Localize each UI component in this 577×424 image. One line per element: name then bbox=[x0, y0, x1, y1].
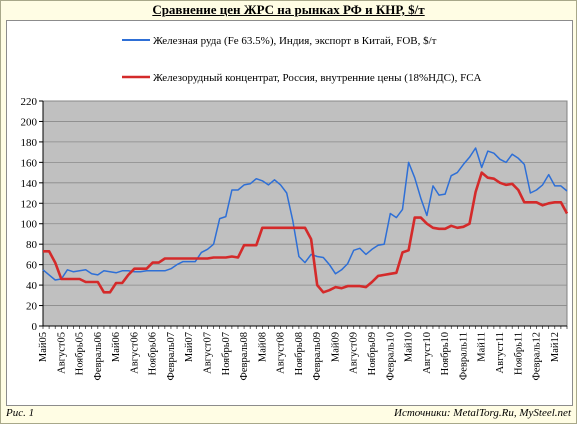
x-tick-label: Ноябрь11 bbox=[513, 332, 524, 375]
x-tick-label: Май11 bbox=[477, 332, 488, 362]
x-tick-label: Август07 bbox=[203, 332, 214, 374]
y-tick-label: 180 bbox=[21, 137, 38, 149]
x-tick-label: Май05 bbox=[38, 332, 49, 362]
x-tick-label: Февраль11 bbox=[458, 332, 469, 380]
x-tick-label: Ноябрь07 bbox=[221, 332, 232, 375]
x-tick-label: Ноябрь09 bbox=[367, 332, 378, 375]
x-tick-label: Февраль09 bbox=[312, 332, 323, 380]
y-tick-label: 160 bbox=[21, 157, 38, 169]
x-tick-label: Август06 bbox=[129, 332, 140, 374]
x-tick-label: Май12 bbox=[550, 332, 561, 362]
x-tick-label: Ноябрь05 bbox=[75, 332, 86, 375]
x-tick-label: Ноябрь06 bbox=[148, 332, 159, 375]
x-tick-label: Август05 bbox=[56, 332, 67, 374]
x-tick-label: Август10 bbox=[422, 332, 433, 374]
y-tick-label: 40 bbox=[26, 280, 38, 292]
y-tick-label: 140 bbox=[21, 178, 38, 190]
x-tick-label: Август08 bbox=[276, 332, 287, 374]
x-tick-label: Февраль07 bbox=[166, 332, 177, 380]
x-tick-label: Май10 bbox=[404, 332, 415, 362]
y-tick-label: 120 bbox=[21, 198, 38, 210]
y-tick-label: 0 bbox=[32, 321, 38, 333]
x-tick-label: Май09 bbox=[330, 332, 341, 362]
x-tick-label: Февраль08 bbox=[239, 332, 250, 380]
x-tick-label: Ноябрь08 bbox=[294, 332, 305, 375]
x-tick-label: Февраль12 bbox=[532, 332, 543, 380]
x-tick-label: Август11 bbox=[495, 332, 506, 373]
x-tick-label: Август09 bbox=[349, 332, 360, 374]
plot-background bbox=[42, 100, 568, 327]
x-tick-label: Ноябрь10 bbox=[440, 332, 451, 375]
legend-label: Железная руда (Fe 63.5%), Индия, экспорт… bbox=[153, 35, 437, 47]
y-tick-label: 80 bbox=[26, 239, 38, 251]
figure-label: Рис. 1 bbox=[6, 407, 35, 419]
series-line-2 bbox=[43, 171, 569, 294]
y-tick-label: 220 bbox=[21, 96, 38, 108]
x-tick-label: Февраль10 bbox=[385, 332, 396, 380]
legend-label: Железорудный концентрат, Россия, внутрен… bbox=[153, 72, 482, 84]
x-tick-label: Май08 bbox=[257, 332, 268, 362]
x-tick-label: Май07 bbox=[184, 332, 195, 362]
x-tick-label: Февраль06 bbox=[93, 332, 104, 380]
chart-title: Сравнение цен ЖРС на рынках РФ и КНР, $/… bbox=[152, 2, 425, 17]
sources-note: Источники: MetalTorg.Ru, MySteel.net bbox=[394, 407, 571, 419]
y-tick-label: 200 bbox=[21, 116, 38, 128]
y-tick-label: 20 bbox=[26, 301, 38, 313]
y-tick-label: 100 bbox=[21, 219, 38, 231]
x-tick-label: Май06 bbox=[111, 332, 122, 362]
y-tick-label: 60 bbox=[26, 260, 38, 272]
